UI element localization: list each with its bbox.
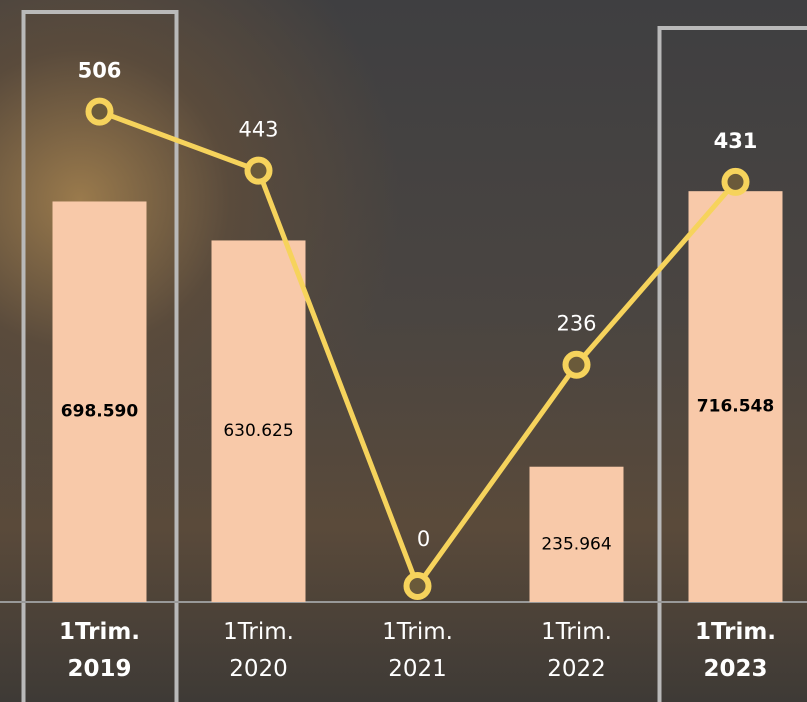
bar-label: 698.590 [61,402,139,422]
point-label: 506 [78,59,122,83]
bar [688,191,783,603]
point [85,97,114,126]
bar-label: 235.964 [541,534,611,554]
point-label: 431 [714,129,758,153]
x-tick-label: 1Trim. 2023 [694,619,777,682]
highlight-box [21,10,179,702]
point-label: 236 [556,312,596,336]
point [244,156,273,185]
bar [52,201,147,602]
x-tick-label: 1Trim. 2021 [382,619,453,682]
point [562,350,591,379]
x-tick-label: 1Trim. 2022 [541,619,612,682]
bar [529,466,624,602]
bar-label: 716.548 [697,397,774,417]
bar [211,240,306,603]
x-tick-label: 1Trim. 2020 [223,619,294,682]
point [721,167,750,196]
point [403,572,432,600]
highlight-box [657,26,807,702]
bar-label: 630.625 [223,421,293,441]
x-tick-label: 1Trim. 2019 [58,619,141,682]
point-label: 0 [417,527,430,551]
line [98,109,738,592]
point-label: 443 [238,118,278,142]
